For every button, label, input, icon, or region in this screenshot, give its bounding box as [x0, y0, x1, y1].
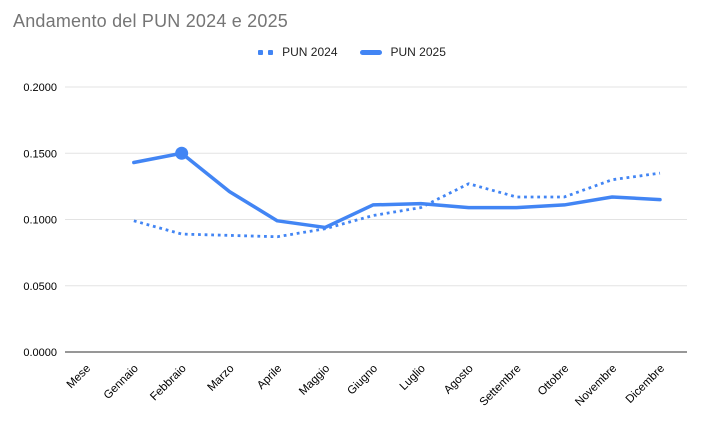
y-axis-tick-label: 0.0500: [23, 281, 57, 293]
y-axis-tick-label: 0.1000: [23, 215, 57, 227]
chart-title: Andamento del PUN 2024 e 2025: [13, 11, 288, 31]
legend-item-pun-2025[interactable]: PUN 2025: [359, 45, 446, 59]
solid-series-legend-icon: [359, 49, 382, 55]
x-axis-label: Aprile: [255, 363, 284, 392]
chart-legend: PUN 2024 PUN 2025: [0, 45, 704, 59]
series-line-pun-2024[interactable]: [133, 171, 661, 239]
x-axis-label: Luglio: [398, 363, 428, 393]
legend-label-pun-2024: PUN 2024: [282, 45, 338, 59]
x-axis-label: Settembre: [478, 363, 524, 409]
x-axis-label: Febbraio: [148, 363, 189, 404]
y-axis-tick-label: 0.1500: [23, 148, 57, 160]
dotted-series-legend-icon: [258, 49, 274, 55]
y-axis-tick-label: 0.0000: [23, 347, 57, 359]
x-axis-label: Giugno: [345, 363, 380, 398]
x-axis-label: Maggio: [297, 363, 332, 398]
highlighted-data-point[interactable]: [175, 146, 189, 160]
x-axis-label: Marzo: [206, 363, 237, 394]
x-axis-label: Novembre: [573, 363, 619, 409]
x-axis-label: Mese: [65, 363, 93, 391]
x-axis-label: Dicembre: [624, 363, 667, 406]
series-line-pun-2025[interactable]: [132, 151, 662, 230]
x-axis-label: Agosto: [442, 363, 476, 397]
x-axis-label: Ottobre: [536, 363, 572, 399]
legend-item-pun-2024[interactable]: PUN 2024: [258, 45, 338, 59]
y-axis-tick-label: 0.2000: [23, 82, 57, 94]
x-axis-label: Gennaio: [102, 363, 141, 402]
legend-label-pun-2025: PUN 2025: [390, 45, 446, 59]
